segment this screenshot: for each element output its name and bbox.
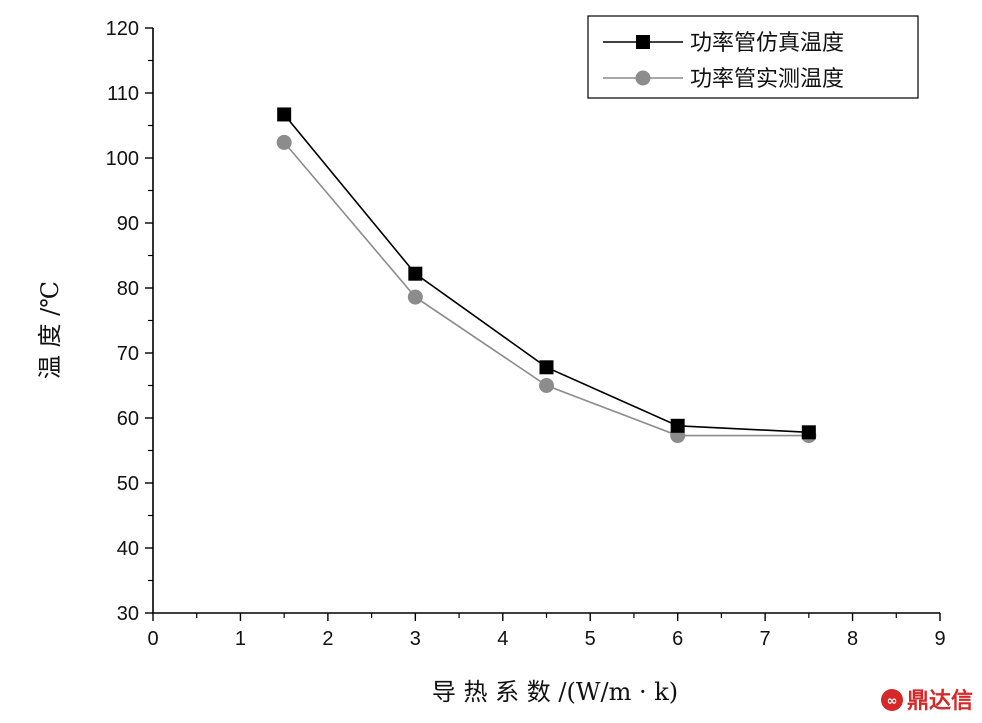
legend-marker-measured [635, 70, 651, 86]
y-tick-label-60: 60 [117, 408, 139, 430]
series-measured [276, 134, 817, 444]
x-axis-label: 导 热 系 数 /(W/m · k) [432, 678, 678, 706]
watermark: ∞ 鼎达信 [881, 688, 973, 714]
logo-icon-glyph: ∞ [887, 694, 898, 709]
legend: 功率管仿真温度 功率管实测温度 [587, 15, 919, 99]
x-tick-label-7: 7 [760, 628, 771, 650]
y-axis-label: 温 度 /℃ [36, 281, 64, 379]
legend-marker-simulated [636, 35, 650, 49]
y-tick-label-110: 110 [107, 83, 139, 105]
y-tick-label-40: 40 [117, 538, 139, 560]
series [276, 107, 817, 444]
y-tick-label-90: 90 [117, 213, 139, 235]
data-point-circle [539, 378, 554, 393]
y-tick-label-80: 80 [117, 278, 139, 300]
data-point-circle [276, 134, 292, 150]
data-point-circle [407, 289, 423, 305]
x-tick-label-4: 4 [497, 628, 508, 650]
y-tick-label-50: 50 [117, 473, 139, 495]
data-point-square [277, 107, 292, 122]
x-tick-label-1: 1 [235, 628, 246, 650]
axes [152, 28, 940, 614]
x-tick-label-6: 6 [672, 628, 683, 650]
data-point-square [408, 266, 423, 281]
series-simulated [277, 107, 816, 440]
data-point-square [801, 425, 816, 440]
legend-label-simulated: 功率管仿真温度 [690, 31, 844, 56]
x-tick-label-8: 8 [847, 628, 858, 650]
logo-icon [881, 689, 903, 711]
data-point-square [670, 418, 685, 433]
y-tick-label-120: 120 [106, 18, 139, 40]
ticks: 0 1 2 3 4 5 6 7 8 9 30 40 50 60 70 80 90 100 110 120 [106, 18, 946, 650]
x-tick-label-5: 5 [585, 628, 596, 650]
x-tick-label-0: 0 [147, 628, 158, 650]
y-tick-label-30: 30 [117, 603, 139, 625]
y-tick-label-100: 100 [106, 148, 139, 170]
data-point-square [539, 360, 554, 375]
y-tick-label-70: 70 [117, 343, 139, 365]
x-tick-label-2: 2 [322, 628, 333, 650]
legend-label-measured: 功率管实测温度 [690, 67, 844, 92]
x-tick-label-9: 9 [934, 628, 945, 650]
watermark-text: 鼎达信 [907, 688, 973, 714]
x-tick-label-3: 3 [410, 628, 421, 650]
